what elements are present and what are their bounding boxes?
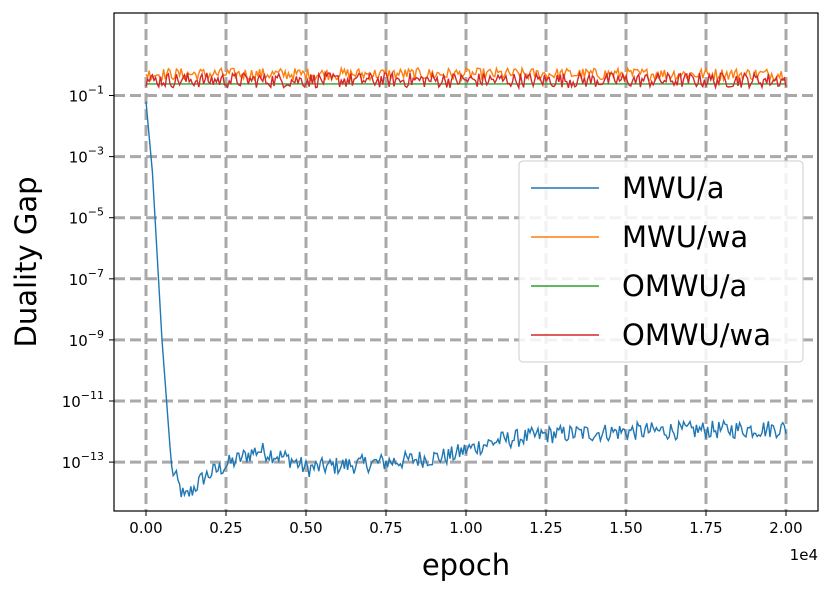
y-tick-label: 10−3 bbox=[69, 145, 104, 167]
series-line-omwu-wa bbox=[145, 70, 787, 91]
y-tick-label-exponent: −9 bbox=[88, 328, 104, 341]
x-tick-label: 1.00 bbox=[449, 519, 482, 537]
y-tick-label: 10−13 bbox=[62, 450, 104, 472]
x-tick-label: 0.00 bbox=[129, 519, 162, 537]
legend-label: OMWU/a bbox=[622, 269, 747, 303]
y-tick-label-exponent: −7 bbox=[88, 267, 104, 280]
x-axis-label: epoch bbox=[422, 548, 510, 582]
y-tick-label: 10−9 bbox=[69, 328, 104, 350]
y-tick-label-base: 10 bbox=[69, 332, 88, 350]
y-tick-label-exponent: −1 bbox=[88, 83, 104, 96]
x-tick-label: 1.75 bbox=[689, 519, 722, 537]
legend-label: MWU/a bbox=[622, 171, 724, 205]
series-line-mwu-a bbox=[145, 101, 787, 498]
x-tick-label: 1.50 bbox=[609, 519, 642, 537]
legend-label: MWU/wa bbox=[622, 220, 748, 254]
x-tick-label: 0.50 bbox=[289, 519, 322, 537]
x-tick-label: 2.00 bbox=[769, 519, 802, 537]
y-tick-label-base: 10 bbox=[69, 87, 88, 105]
y-tick-label-base: 10 bbox=[62, 454, 81, 472]
y-tick-label: 10−11 bbox=[62, 389, 104, 411]
y-tick-label: 10−7 bbox=[69, 267, 104, 289]
y-tick-label-exponent: −3 bbox=[88, 145, 104, 158]
y-tick-label-base: 10 bbox=[69, 271, 88, 289]
legend: MWU/a MWU/wa OMWU/a OMWU/wa bbox=[518, 160, 804, 363]
axis-ticks: 0.00 0.25 0.50 0.75 1.00 1.25 1.50 1.75 2.0010−1… bbox=[62, 83, 803, 537]
x-tick-label: 0.75 bbox=[369, 519, 402, 537]
y-tick-label: 10−5 bbox=[69, 206, 104, 228]
y-axis-label: Duality Gap bbox=[9, 177, 43, 348]
legend-box bbox=[518, 160, 804, 363]
y-tick-label-exponent: −5 bbox=[88, 206, 104, 219]
y-tick-label-exponent: −13 bbox=[81, 450, 104, 463]
x-offset-text: 1e4 bbox=[790, 546, 818, 564]
legend-label: OMWU/wa bbox=[622, 318, 771, 352]
y-tick-label-base: 10 bbox=[69, 149, 88, 167]
plot-series bbox=[145, 65, 787, 498]
y-tick-label-exponent: −11 bbox=[81, 389, 104, 402]
y-tick-label-base: 10 bbox=[69, 210, 88, 228]
y-tick-label-base: 10 bbox=[62, 393, 81, 411]
x-tick-label: 0.25 bbox=[209, 519, 242, 537]
x-tick-label: 1.25 bbox=[529, 519, 562, 537]
y-tick-label: 10−1 bbox=[69, 83, 104, 105]
